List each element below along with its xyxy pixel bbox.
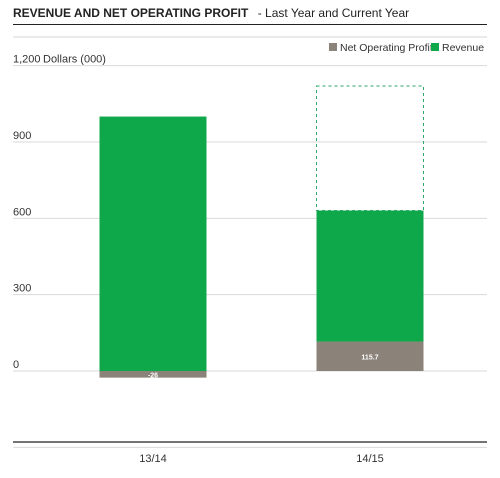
legend-label: Revenue [442, 42, 484, 54]
y-tick-label: 300 [13, 283, 31, 295]
chart-title-bar: REVENUE AND NET OPERATING PROFIT - Last … [13, 6, 487, 25]
bar-revenue [316, 210, 424, 342]
legend-swatch [329, 43, 337, 51]
bar-net-operating-profit [316, 341, 424, 371]
y-tick-label: 1,200 [13, 54, 41, 66]
target-outline-rect [316, 85, 424, 212]
legend-label: Net Operating Profit [340, 42, 433, 54]
bar-net-operating-profit [99, 371, 207, 378]
chart-title: REVENUE AND NET OPERATING PROFIT [13, 6, 249, 20]
x-tick-label: 13/14 [139, 453, 167, 465]
y-tick-label: 900 [13, 130, 31, 142]
y-tick-label: 600 [13, 206, 31, 218]
legend: Net Operating Profit Revenue [329, 42, 484, 54]
target-outline [316, 85, 424, 212]
chart-subtitle: - Last Year and Current Year [257, 6, 410, 20]
y-tick-label: 0 [13, 359, 19, 371]
data-label-net-operating-profit: 115.7 [361, 354, 378, 361]
x-tick-label: 14/15 [356, 453, 384, 465]
bar-revenue [99, 116, 207, 371]
y-tick-labels: 0 300 600 900 1,200 [13, 54, 41, 371]
data-label-net-operating-profit: -26 [148, 372, 158, 379]
data-labels: -26 115.7 [148, 354, 379, 379]
legend-swatch [431, 43, 439, 51]
y-axis-unit-label: Dollars (000) [43, 54, 106, 66]
x-tick-labels: 13/14 14/15 [139, 453, 384, 465]
bars [99, 116, 424, 378]
